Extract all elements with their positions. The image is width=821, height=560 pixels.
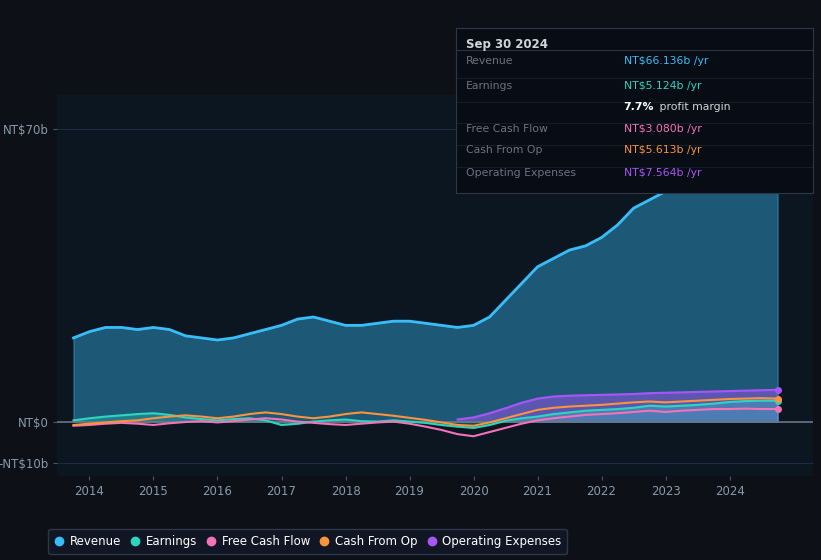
Text: Sep 30 2024: Sep 30 2024 xyxy=(466,38,548,51)
Text: NT$7.564b /yr: NT$7.564b /yr xyxy=(623,167,701,178)
Text: NT$66.136b /yr: NT$66.136b /yr xyxy=(623,56,708,66)
Text: NT$3.080b /yr: NT$3.080b /yr xyxy=(623,124,701,134)
Text: profit margin: profit margin xyxy=(656,101,730,111)
Text: Earnings: Earnings xyxy=(466,81,513,91)
Text: NT$5.124b /yr: NT$5.124b /yr xyxy=(623,81,701,91)
Text: Operating Expenses: Operating Expenses xyxy=(466,167,576,178)
Text: NT$5.613b /yr: NT$5.613b /yr xyxy=(623,145,701,155)
Text: Free Cash Flow: Free Cash Flow xyxy=(466,124,548,134)
Text: Revenue: Revenue xyxy=(466,56,514,66)
Legend: Revenue, Earnings, Free Cash Flow, Cash From Op, Operating Expenses: Revenue, Earnings, Free Cash Flow, Cash … xyxy=(48,529,567,554)
Text: 7.7%: 7.7% xyxy=(623,101,654,111)
Text: Cash From Op: Cash From Op xyxy=(466,145,543,155)
